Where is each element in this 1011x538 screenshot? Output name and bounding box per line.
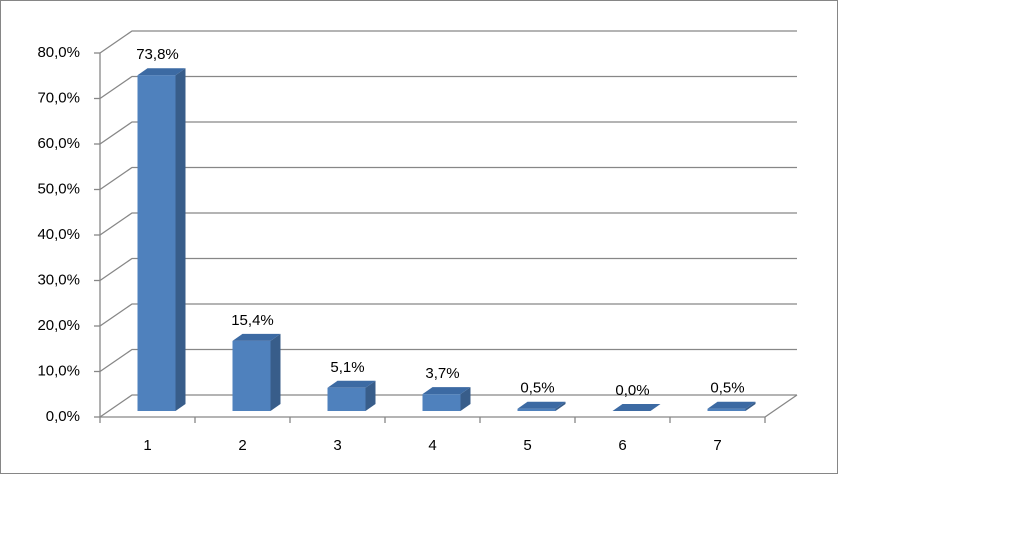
bar [232,340,271,411]
bar [707,408,746,411]
x-tick-label: 6 [618,437,626,454]
bar [137,75,176,412]
x-tick-label: 4 [428,437,436,454]
bar-side [745,401,756,411]
x-tick-label: 2 [238,437,246,454]
grid-line [99,212,797,236]
y-tick-label: 40,0% [37,226,80,243]
bar-top [422,387,471,395]
grid-line [99,121,797,145]
bar-side [555,401,566,411]
y-tick-label: 20,0% [37,317,80,334]
y-tick-label: 70,0% [37,89,80,106]
bar [327,387,366,411]
bar-top [707,401,756,409]
bar-side [460,387,471,411]
bar-top [232,333,281,341]
bar-side [365,380,376,411]
y-tick-label: 30,0% [37,271,80,288]
y-tick-label: 0,0% [46,408,80,425]
bar-top [517,401,566,409]
value-label: 0,0% [615,382,649,399]
x-tick-label: 3 [333,437,341,454]
bar [422,394,461,411]
value-label: 0,5% [520,380,554,397]
y-tick-label: 80,0% [37,44,80,61]
grid-line [99,166,797,191]
bar-side [175,68,186,412]
x-tick-label: 1 [143,437,151,454]
x-tick-label: 7 [713,437,721,454]
bar-top [137,68,186,76]
value-label: 5,1% [330,359,364,376]
bar [517,408,556,411]
grid-line [99,75,797,100]
bar-top [612,404,661,411]
grid-line [99,348,797,373]
grid-line [99,257,797,282]
y-tick-label: 10,0% [37,362,80,379]
value-label: 3,7% [425,365,459,382]
grid-line [99,394,797,418]
value-label: 15,4% [231,312,274,329]
grid-line [99,30,797,54]
y-tick-label: 50,0% [37,180,80,197]
x-tick-label: 5 [523,437,531,454]
value-label: 73,8% [136,46,179,63]
y-tick-label: 60,0% [37,135,80,152]
chart-border [0,0,838,474]
value-label: 0,5% [710,380,744,397]
grid-line [99,303,797,327]
bar-side [270,333,281,411]
bar-top [327,380,376,388]
